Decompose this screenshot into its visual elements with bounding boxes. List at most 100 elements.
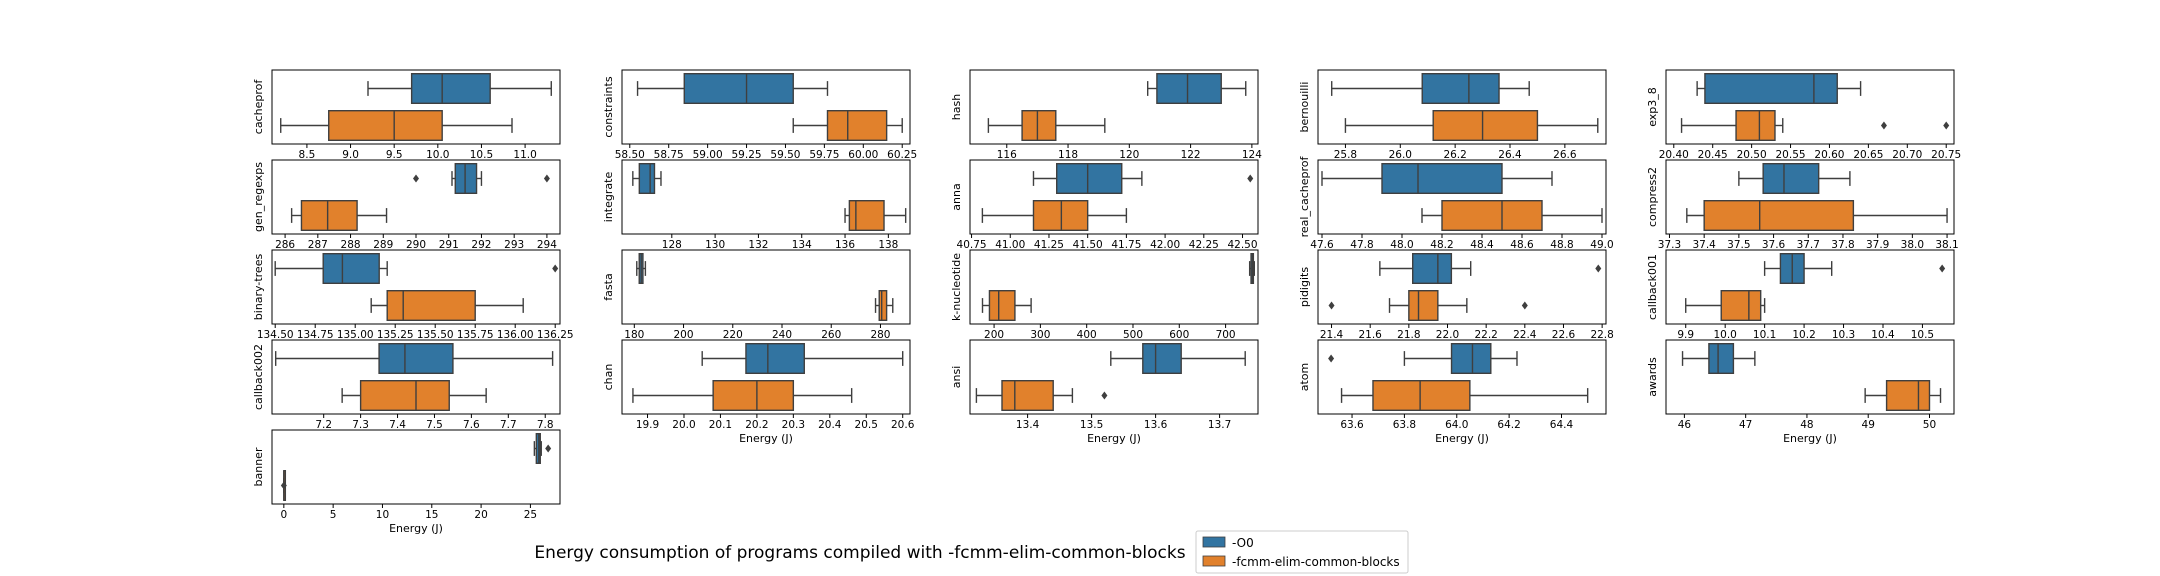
panel-label-gen-regexps: gen_regexps	[252, 162, 265, 232]
x-tick-label-292: 292	[471, 239, 491, 251]
box-flag	[280, 109, 513, 141]
panel-label-pidigits: pidigits	[1298, 267, 1311, 307]
panel-ansi: ansi 13.4 13.5 13.6 13.7 Energy (J)	[950, 339, 1259, 445]
box-o0	[1738, 162, 1851, 194]
panel-label-anna: anna	[950, 183, 963, 210]
box-iqr	[848, 199, 885, 231]
panel-bernouilli: bernouilli 25.8 26.0 26.2 26.4 26.6	[1298, 69, 1607, 161]
x-tick-label-20-3: 20.3	[782, 419, 805, 431]
x-tick-label-10-4: 10.4	[1871, 329, 1895, 341]
flier-point	[1943, 121, 1950, 130]
x-tick-label-180: 180	[624, 329, 644, 341]
box-flag	[290, 199, 388, 231]
x-tick-label-37-7: 37.7	[1797, 239, 1820, 251]
x-tick-label-48-2: 48.2	[1430, 239, 1453, 251]
box-o0	[1032, 162, 1254, 194]
box-iqr	[1056, 162, 1123, 194]
box-flag	[370, 290, 524, 322]
box-flag	[1680, 109, 1950, 141]
panel-label-callback001: callback001	[1646, 254, 1659, 320]
x-tick-label-22-4: 22.4	[1513, 329, 1537, 341]
x-tick-label-37-5: 37.5	[1727, 239, 1750, 251]
x-tick-label-7-8: 7.8	[537, 419, 554, 431]
x-tick-label-288: 288	[341, 239, 361, 251]
x-tick-label-47-8: 47.8	[1350, 239, 1373, 251]
x-tick-label-8-5: 8.5	[299, 149, 316, 161]
x-tick-label-42-5: 42.50	[1227, 239, 1257, 251]
x-tick-label-41: 41.00	[995, 239, 1025, 251]
box-flag	[280, 470, 287, 502]
x-tick-label-20-6: 20.60	[1814, 149, 1844, 161]
x-tick-label-0: 0	[280, 509, 287, 521]
x-tick-label-120: 120	[1119, 149, 1139, 161]
x-tick-label-37-9: 37.9	[1866, 239, 1889, 251]
panel-integrate: integrate 128 130 132 134 136 138	[602, 159, 911, 251]
x-tick-label-7-5: 7.5	[426, 419, 443, 431]
x-tick-label-49: 49.0	[1590, 239, 1613, 251]
box-iqr	[454, 162, 478, 194]
x-tick-label-20-6: 20.6	[891, 419, 915, 431]
x-tick-label-9-9: 9.9	[1677, 329, 1694, 341]
x-tick-label-48: 48	[1800, 419, 1813, 431]
panel-label-k-nucleotide: k-nucleotide	[950, 253, 963, 321]
x-tick-label-19-9: 19.9	[636, 419, 659, 431]
x-tick-label-60-25: 60.25	[887, 149, 917, 161]
panel-label-compress2: compress2	[1646, 167, 1659, 227]
panel-fasta: fasta 180 200 220 240 260 280	[602, 249, 911, 341]
box-iqr	[1421, 72, 1500, 104]
x-tick-label-21-8: 21.8	[1397, 329, 1420, 341]
box-flag	[1864, 380, 1942, 412]
box-o0	[1331, 72, 1530, 104]
box-iqr	[1412, 252, 1453, 284]
x-tick-label-20-5: 20.50	[1737, 149, 1767, 161]
box-o0	[1379, 252, 1602, 284]
flier-point	[545, 444, 552, 453]
box-iqr	[988, 290, 1016, 322]
x-tick-label-500: 500	[1123, 329, 1143, 341]
x-tick-label-7-6: 7.6	[463, 419, 480, 431]
box-o0	[413, 162, 550, 194]
box-o0	[701, 343, 904, 375]
panel-pidigits: pidigits 21.4 21.6 21.8 22.0 22.2 22.4 22.6 22.8	[1298, 249, 1614, 341]
panel-label-integrate: integrate	[602, 172, 615, 223]
x-tick-label-13-6: 13.6	[1144, 419, 1168, 431]
x-tick-label-20-75: 20.75	[1931, 149, 1961, 161]
box-iqr	[1001, 380, 1054, 412]
box-iqr	[386, 290, 476, 322]
x-tick-label-40-75: 40.75	[957, 239, 987, 251]
box-iqr	[1032, 199, 1089, 231]
panel-label-awards: awards	[1646, 357, 1659, 397]
x-tick-label-135-75: 135.75	[457, 329, 494, 341]
x-tick-label-134-5: 134.50	[257, 329, 294, 341]
box-iqr	[1408, 290, 1439, 322]
x-tick-label-21-4: 21.4	[1320, 329, 1344, 341]
x-tick-label-64-2: 64.2	[1497, 419, 1520, 431]
x-tick-label-128: 128	[662, 239, 682, 251]
x-tick-label-13-5: 13.5	[1080, 419, 1103, 431]
panel-frame	[1665, 249, 1955, 325]
x-tick-label-41-25: 41.25	[1034, 239, 1064, 251]
x-tick-label-59-75: 59.75	[809, 149, 839, 161]
box-iqr	[638, 162, 656, 194]
flier-point	[552, 264, 559, 273]
box-iqr	[1708, 343, 1735, 375]
x-tick-label-134-75: 134.75	[297, 329, 334, 341]
box-iqr	[1704, 72, 1838, 104]
box-iqr	[1372, 380, 1471, 412]
box-o0	[1147, 72, 1247, 104]
x-tick-label-200: 200	[984, 329, 1004, 341]
x-tick-label-286: 286	[275, 239, 295, 251]
box-iqr	[1703, 199, 1855, 231]
x-tick-label-63-6: 63.6	[1340, 419, 1364, 431]
x-tick-label-26-4: 26.4	[1498, 149, 1522, 161]
x-axis-label: Energy (J)	[389, 522, 443, 535]
x-tick-label-59: 59.00	[693, 149, 723, 161]
x-tick-label-200: 200	[674, 329, 694, 341]
x-tick-label-260: 260	[821, 329, 841, 341]
box-iqr	[745, 343, 805, 375]
x-tick-label-13-4: 13.4	[1016, 419, 1040, 431]
panel-label-ansi: ansi	[950, 366, 963, 389]
x-tick-label-10: 10.0	[1713, 329, 1736, 341]
x-tick-label-136-25: 136.25	[537, 329, 574, 341]
x-tick-label-37-3: 37.3	[1658, 239, 1681, 251]
